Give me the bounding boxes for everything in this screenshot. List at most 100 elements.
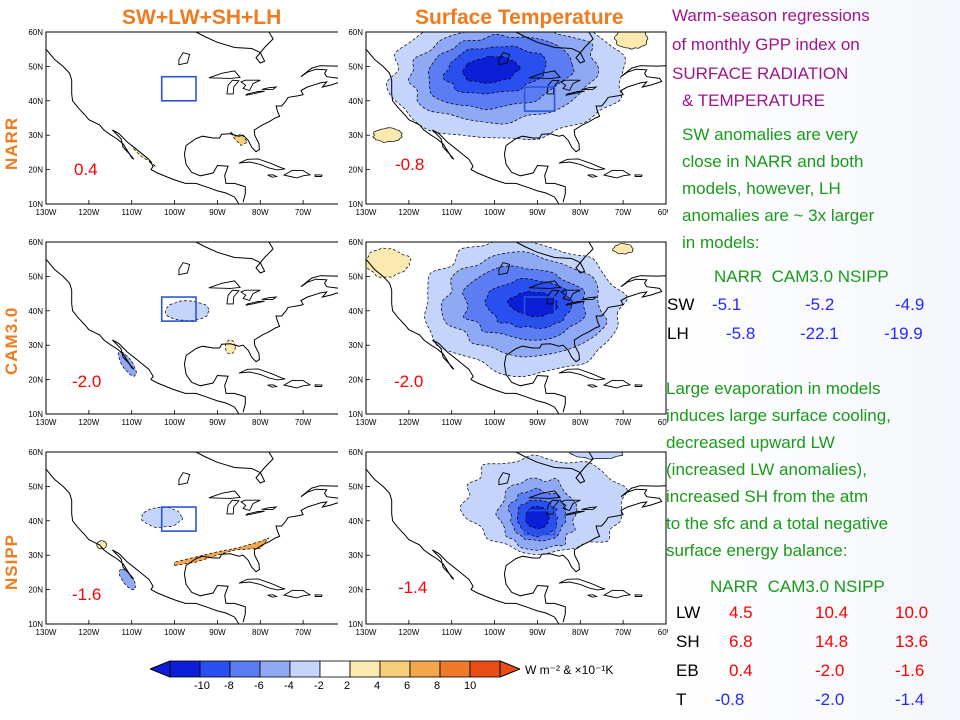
colorbar-swatch (259, 660, 291, 678)
colorbar-tick: -8 (224, 680, 234, 692)
table2-cell: 4.5 (729, 603, 753, 622)
coastline (634, 594, 643, 597)
coastline (581, 86, 598, 90)
colorbar-left-arrow (148, 660, 171, 678)
coastline (587, 384, 599, 388)
coastline (226, 499, 240, 515)
coastline (565, 510, 585, 516)
lon-tick-label: 110W (122, 418, 143, 427)
lon-tick-label: 110W (122, 208, 143, 217)
anomaly-contour (614, 32, 649, 50)
value-cam-energy: -2.0 (72, 372, 102, 391)
lon-tick-label: 120W (78, 208, 99, 217)
lon-tick-label: 100W (164, 418, 185, 427)
lon-tick-label: 120W (398, 208, 419, 217)
right-column-title: Surface Temperature (415, 6, 624, 29)
lat-tick-label: 60N (348, 238, 363, 247)
value-narr-energy: 0.4 (74, 160, 98, 179)
coastline (515, 32, 594, 64)
coastline (183, 275, 346, 413)
coastline (498, 262, 511, 276)
lat-tick-label: 20N (28, 586, 43, 595)
colorbar-swatch (319, 660, 351, 678)
coastline (503, 65, 666, 203)
lat-tick-label: 10N (28, 410, 43, 419)
lon-tick-label: 90W (209, 628, 226, 637)
coastline (178, 472, 191, 486)
coastline (208, 70, 241, 79)
coastline (240, 499, 261, 512)
coastline (183, 485, 346, 623)
note1-line-4: anomalies are ~ 3x larger (682, 206, 875, 225)
lat-tick-label: 50N (28, 272, 43, 281)
coastline (546, 499, 560, 515)
colorbar-swatch (199, 660, 231, 678)
anomaly-contour (366, 247, 412, 278)
coastline (587, 174, 599, 178)
coastline (314, 384, 323, 387)
table1-row-lh-v2: -22.1 (800, 324, 839, 343)
note2-line-4: (increased LW anomalies), (666, 460, 867, 479)
lat-tick-label: 20N (348, 586, 363, 595)
lat-tick-label: 60N (28, 448, 43, 457)
lon-tick-label: 100W (484, 418, 505, 427)
lon-tick-label: 120W (398, 418, 419, 427)
coastline (226, 79, 240, 95)
note1-line-1: SW anomalies are very (682, 125, 858, 144)
lat-tick-label: 10N (28, 620, 43, 629)
coastline (528, 280, 561, 289)
note2-line-1: Large evaporation in models (666, 379, 881, 398)
lat-tick-label: 30N (28, 131, 43, 140)
lon-tick-label: 110W (442, 418, 463, 427)
coastline (581, 296, 598, 300)
value-narr-temp: -0.8 (395, 155, 425, 174)
colorbar-tick: 10 (464, 680, 477, 692)
lon-tick-label: 90W (529, 628, 546, 637)
coastline (503, 485, 666, 623)
colorbar-tick: -10 (194, 680, 210, 692)
lon-tick-label: 120W (78, 628, 99, 637)
lon-tick-label: 110W (442, 208, 463, 217)
coastline (546, 79, 560, 95)
anomaly-contour (372, 127, 403, 144)
coastline (546, 289, 560, 305)
region-box (523, 509, 556, 536)
coastline (245, 300, 265, 306)
map-cam-temp: 60N 50N 40N 30N 20N 10N 130W 120W 110W 100W 90W 80W… (338, 238, 668, 430)
coastline (267, 594, 279, 598)
colorbar-tick: 4 (374, 680, 381, 692)
lon-tick-label: 110W (122, 628, 143, 637)
lat-tick-label: 60N (348, 28, 363, 37)
colorbar (148, 660, 522, 678)
colorbar-swatch (379, 660, 411, 678)
coastline (238, 368, 286, 381)
coastline (565, 90, 585, 96)
coastline (46, 258, 240, 414)
table2-cell: -1.4 (895, 690, 925, 709)
table2-cell: -2.0 (815, 690, 845, 709)
coastline (314, 594, 323, 597)
lon-tick-label: 90W (209, 208, 226, 217)
lon-tick-label: 130W (36, 418, 57, 427)
region-box (523, 86, 556, 112)
lat-tick-label: 10N (348, 410, 363, 419)
colorbar-swatch (469, 660, 501, 678)
lon-tick-label: 80W (572, 418, 589, 427)
region-box (523, 296, 556, 322)
coastline (195, 32, 274, 64)
table2-cell: 0.4 (729, 661, 753, 680)
coastline (602, 169, 632, 179)
lat-tick-label: 50N (348, 272, 363, 281)
coastline (261, 506, 278, 510)
coastline (245, 510, 265, 516)
colorbar-tick: 2 (344, 680, 351, 692)
table1-row-sw-v1: -5.1 (712, 295, 742, 314)
lon-tick-label: 70W (615, 208, 632, 217)
lon-tick-label: 60W (658, 418, 668, 427)
note1-line-3: models, however, LH (682, 179, 841, 198)
lon-tick-label: 80W (572, 208, 589, 217)
coastline (195, 242, 274, 274)
coastline (208, 280, 241, 289)
